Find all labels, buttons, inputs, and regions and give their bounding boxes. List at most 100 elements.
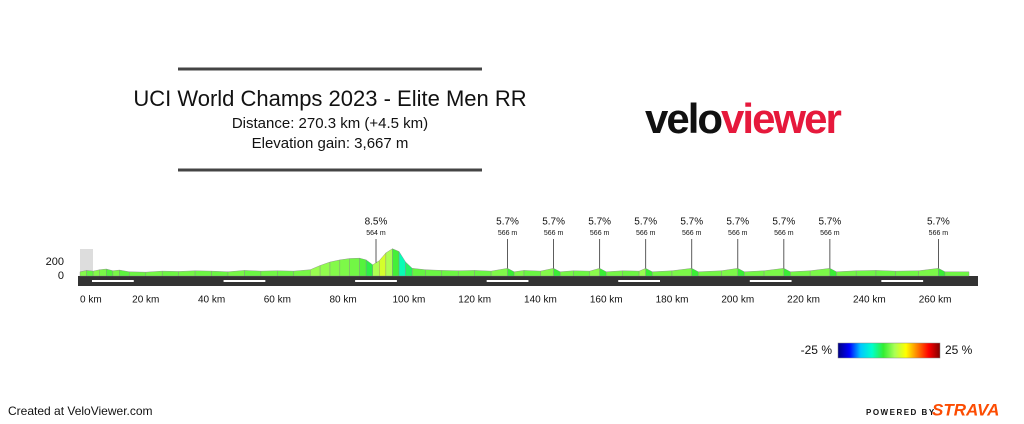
profile-segment — [372, 260, 380, 277]
x-tick-label: 0 km — [80, 295, 102, 306]
profile-segment — [86, 270, 94, 277]
elevation-gain: Elevation gain: 3,667 m — [252, 135, 409, 152]
profile-segment — [405, 261, 413, 277]
profile-segment — [513, 270, 525, 277]
logo-part: velo — [645, 95, 722, 142]
profile-segment — [194, 270, 212, 277]
profile-segment — [99, 268, 107, 277]
logo-part: viewer — [721, 95, 841, 142]
y-tick-label: 200 — [46, 256, 64, 268]
start-zone — [80, 249, 93, 276]
y-tick-label: 0 — [58, 270, 64, 282]
profile-segment — [895, 270, 919, 277]
profile-segment — [855, 270, 877, 277]
profile-segment — [573, 270, 590, 277]
x-tick-label: 160 km — [590, 295, 623, 306]
distance: Distance: 270.3 km (+4.5 km) — [232, 115, 428, 132]
profile-segment — [379, 252, 387, 277]
profile-segment — [385, 248, 393, 277]
climb-elevation: 566 m — [498, 230, 518, 237]
profile-segment — [339, 258, 350, 277]
x-tick-label: 80 km — [329, 295, 356, 306]
climb-elevation: 566 m — [636, 230, 656, 237]
profile-segment — [260, 270, 278, 277]
x-tick-label: 220 km — [787, 295, 820, 306]
climb-elevation: 564 m — [366, 230, 386, 237]
profile-segment — [349, 257, 360, 277]
profile-segment — [944, 271, 970, 277]
profile-segment — [458, 270, 475, 277]
profile-segment — [92, 269, 100, 277]
profile-segment — [652, 270, 673, 277]
x-tick-label: 240 km — [853, 295, 886, 306]
profile-segment — [310, 265, 321, 277]
profile-segment — [763, 268, 785, 277]
x-tick-label: 40 km — [198, 295, 225, 306]
legend-min: -25 % — [801, 343, 833, 357]
title: UCI World Champs 2023 - Elite Men RR — [133, 86, 526, 111]
profile-segment — [329, 259, 341, 277]
climb-grade: 5.7% — [496, 217, 519, 228]
profile-segment — [836, 270, 857, 277]
profile-segment — [589, 268, 600, 277]
profile-segment — [474, 270, 492, 277]
profile-segment — [178, 270, 196, 277]
profile-segment — [599, 267, 607, 277]
grade-legend — [837, 342, 941, 359]
profile-segment — [638, 267, 646, 277]
climb-elevation: 566 m — [929, 230, 949, 237]
profile-segment — [645, 267, 653, 277]
climb-grade: 5.7% — [588, 217, 611, 228]
profile-segment — [507, 267, 515, 277]
x-tick-label: 180 km — [656, 295, 689, 306]
profile-segment — [553, 267, 561, 277]
profile-segment — [359, 257, 367, 277]
climb-elevation: 566 m — [590, 230, 610, 237]
x-tick-label: 120 km — [458, 295, 491, 306]
x-tick-label: 260 km — [919, 295, 952, 306]
profile-segment — [829, 267, 837, 277]
profile-segment — [783, 267, 791, 277]
climb-elevation: 566 m — [728, 230, 748, 237]
credit: Created at VeloViewer.com — [8, 404, 153, 418]
climb-grade: 8.5% — [365, 217, 388, 228]
x-tick-label: 100 km — [392, 295, 425, 306]
profile-segment — [809, 268, 831, 277]
profile-segment — [606, 270, 623, 277]
powered-by: POWERED BY — [866, 408, 936, 417]
profile-segment — [918, 268, 939, 277]
climb-elevation: 566 m — [682, 230, 702, 237]
climb-elevation: 566 m — [544, 230, 564, 237]
profile-segment — [875, 270, 896, 277]
profile-segment — [938, 267, 946, 277]
strava: STRAVA — [932, 400, 999, 419]
profile-segment — [119, 269, 130, 277]
profile-segment — [744, 270, 765, 277]
legend-max: 25 % — [945, 343, 973, 357]
profile-segment — [540, 268, 554, 277]
climb-grade: 5.7% — [542, 217, 565, 228]
climb-grade: 5.7% — [726, 217, 749, 228]
profile-segment — [319, 261, 331, 277]
climb-grade: 5.7% — [818, 217, 841, 228]
profile-segment — [441, 270, 459, 277]
climb-grade: 5.7% — [634, 217, 657, 228]
profile-segment — [490, 268, 508, 277]
profile-segment — [622, 270, 640, 277]
climb-grade: 5.7% — [927, 217, 950, 228]
profile-segment — [277, 270, 294, 277]
profile-segment — [211, 270, 229, 277]
profile-segment — [559, 270, 574, 277]
logo: veloviewer — [645, 95, 841, 142]
profile-segment — [244, 270, 262, 277]
x-tick-label: 60 km — [264, 295, 291, 306]
profile-segment — [392, 248, 400, 277]
profile-segment — [112, 269, 120, 277]
climb-grade: 5.7% — [680, 217, 703, 228]
climb-elevation: 566 m — [774, 230, 794, 237]
profile-segment — [411, 268, 426, 277]
profile-segment — [227, 270, 245, 277]
profile-segment — [129, 271, 146, 277]
profile-segment — [425, 269, 442, 277]
